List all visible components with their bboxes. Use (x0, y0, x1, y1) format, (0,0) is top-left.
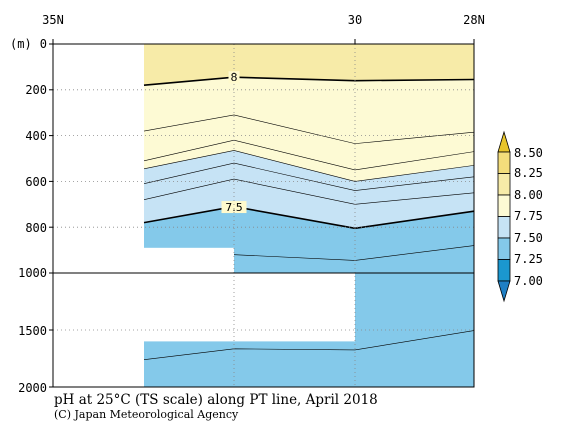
colorbar-band (497, 237, 511, 260)
contour-lower-7.40 (143, 330, 475, 360)
contour-label-bg (228, 71, 240, 84)
y-unit-label: (m) (10, 37, 32, 51)
x-tick-label-35n: 35N (42, 13, 64, 27)
band-8.00-8.25 (144, 44, 474, 86)
contour-7.75 (143, 150, 475, 182)
frame-border (52, 43, 475, 388)
contour-7.70 (143, 162, 475, 191)
contour-7.60 (143, 178, 475, 205)
colorbar-label-850: 8.50 (514, 146, 543, 160)
colorbar-band (497, 194, 511, 217)
axis-ticks (49, 39, 475, 388)
y-tick-label-1000: 1000 (18, 266, 47, 280)
colorbar-label-700: 7.00 (514, 274, 543, 288)
lower-fill-east (355, 273, 474, 387)
contour-label: 7.5 (225, 201, 243, 214)
band-7.50-7.75 (144, 150, 474, 229)
colorbar-label-725: 7.25 (514, 252, 543, 266)
contour-label-bg (221, 201, 247, 214)
colorbar-label-775: 7.75 (514, 209, 543, 223)
colorbar (497, 130, 511, 303)
y-tick-label-0: 0 (40, 37, 47, 51)
x-tick-label-30: 30 (348, 13, 362, 27)
colorbar-over-triangle (497, 130, 511, 153)
colorbar-label-750: 7.50 (514, 231, 543, 245)
chart-title: pH at 25°C (TS scale) along PT line, Apr… (54, 392, 378, 408)
y-tick-label-400: 400 (25, 129, 47, 143)
upper-panel-contours: 87.5 (143, 71, 475, 261)
colorbar-label-800: 8.00 (514, 188, 543, 202)
contour-8.00 (143, 76, 475, 87)
y-tick-label-2000: 2000 (18, 381, 47, 395)
lower-panel-contours (143, 330, 475, 360)
colorbar-under-triangle (497, 280, 511, 303)
upper-panel-fill (144, 44, 474, 273)
colorbar-label-825: 8.25 (514, 166, 543, 180)
colorbar-band (497, 259, 511, 282)
y-tick-label-200: 200 (25, 83, 47, 97)
lower-fill-bottom (144, 341, 355, 387)
contour-7.80 (143, 139, 475, 171)
x-tick-label-28n: 28N (463, 13, 485, 27)
colorbar-band (497, 216, 511, 239)
y-tick-label-800: 800 (25, 221, 47, 235)
y-tick-label-1500: 1500 (18, 324, 47, 338)
colorbar-band (497, 151, 511, 174)
contour-7.50 (143, 205, 475, 230)
credit-line: (C) Japan Meteorological Agency (54, 408, 239, 421)
band-7.75-8.00 (144, 77, 474, 182)
no-data-mask-upper (144, 247, 234, 273)
y-tick-label-600: 600 (25, 175, 47, 189)
contour-7.90 (143, 114, 475, 144)
colorbar-band (497, 173, 511, 196)
plot-frame (52, 43, 475, 388)
contour-label: 8 (231, 71, 238, 84)
